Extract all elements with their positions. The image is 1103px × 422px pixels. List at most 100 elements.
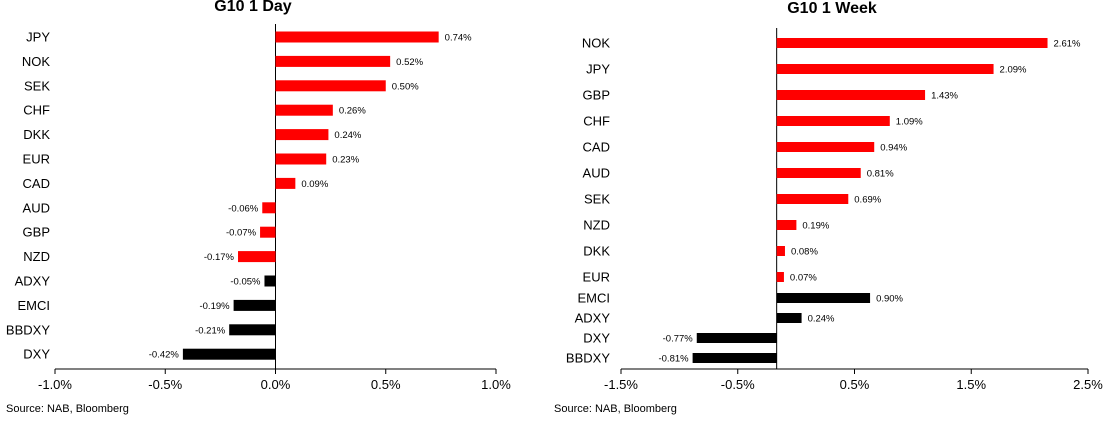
chart-plot-area: -1.5% -0.5% 0.5% 1.5% 2.5% NOK 2.61% JPY 2.09% GB…	[566, 28, 1103, 392]
category-label: DKK	[583, 244, 610, 259]
bar	[692, 353, 777, 363]
bar	[776, 194, 849, 204]
data-label: 1.43%	[931, 91, 958, 102]
data-label: 0.24%	[334, 130, 361, 141]
bar	[275, 55, 391, 67]
bar	[776, 293, 871, 303]
category-label: SEK	[24, 78, 50, 93]
category-label: NZD	[583, 218, 610, 233]
category-label: EMCI	[18, 298, 51, 313]
chart-title: G10 1 Day	[214, 0, 292, 15]
category-label: AUD	[583, 166, 610, 181]
x-tick-label: -0.5%	[148, 377, 182, 392]
data-label: 0.81%	[867, 169, 894, 180]
bar	[275, 31, 439, 43]
x-tick-label: 1.5%	[956, 377, 986, 392]
category-label: EUR	[583, 270, 610, 285]
x-tick-label: 1.0%	[481, 377, 511, 392]
bar	[275, 177, 296, 189]
bar	[238, 251, 276, 263]
category-label: CAD	[583, 140, 610, 155]
data-label: 0.74%	[445, 33, 472, 44]
x-tick-label: 2.5%	[1073, 377, 1103, 392]
category-label: GBP	[23, 225, 50, 240]
data-label: 0.94%	[880, 143, 907, 154]
x-tick-label: -0.5%	[721, 377, 755, 392]
chart-g10-1-day: G10 1 Day -1.0% -0.5% 0.0% 0.5% 1.0% JPY 0.74%…	[0, 0, 551, 422]
category-label: NOK	[582, 36, 611, 51]
x-tick-label: 0.5%	[840, 377, 870, 392]
data-label: -0.77%	[663, 334, 694, 345]
category-label: BBDXY	[566, 351, 610, 366]
data-label: -0.42%	[149, 350, 180, 361]
category-label: ADXY	[15, 274, 51, 289]
data-label: -0.06%	[228, 203, 259, 214]
bar	[776, 38, 1048, 48]
bar	[776, 272, 784, 282]
bar	[776, 313, 802, 323]
category-label: DKK	[23, 127, 50, 142]
category-label: NOK	[22, 54, 51, 69]
category-label: ADXY	[575, 311, 611, 326]
data-label: -0.19%	[199, 301, 230, 312]
data-label: 0.24%	[808, 314, 835, 325]
chart-plot-area: -1.0% -0.5% 0.0% 0.5% 1.0% JPY 0.74% NOK 0.52% SE…	[6, 24, 511, 392]
bar	[776, 220, 797, 230]
chart-g10-1-week: G10 1 Week -1.5% -0.5% 0.5% 1.5% 2.5% NOK 2.61…	[551, 0, 1103, 422]
x-tick-label: -1.0%	[38, 377, 72, 392]
data-label: 1.09%	[896, 117, 923, 128]
data-label: 0.50%	[392, 81, 419, 92]
data-label: 0.23%	[332, 155, 359, 166]
bar	[229, 324, 276, 336]
data-label: -0.81%	[658, 354, 689, 365]
category-label: SEK	[584, 192, 610, 207]
category-label: BBDXY	[6, 322, 50, 337]
bar	[182, 348, 276, 360]
bar	[262, 202, 276, 214]
bar	[776, 246, 785, 256]
chart-title: G10 1 Week	[787, 0, 877, 17]
bar	[233, 299, 276, 311]
data-label: 0.09%	[301, 179, 328, 190]
category-label: JPY	[26, 30, 50, 45]
bar	[275, 104, 333, 116]
category-label: NZD	[23, 249, 50, 264]
source-note: Source: NAB, Bloomberg	[554, 403, 677, 415]
data-label: -0.17%	[204, 252, 235, 263]
category-label: EMCI	[578, 291, 611, 306]
bar	[776, 90, 926, 100]
bar	[776, 64, 994, 74]
data-label: 0.52%	[396, 57, 423, 68]
bar	[275, 80, 386, 92]
x-tick-label: 0.5%	[371, 377, 401, 392]
category-label: CHF	[23, 103, 50, 118]
category-label: CAD	[23, 176, 50, 191]
data-label: 0.90%	[876, 294, 903, 305]
data-label: 0.26%	[339, 106, 366, 117]
x-tick-label: -1.5%	[604, 377, 638, 392]
data-label: -0.07%	[226, 228, 257, 239]
category-label: CHF	[583, 114, 610, 129]
data-label: 2.61%	[1054, 39, 1081, 50]
x-tick-label: 0.0%	[261, 377, 291, 392]
data-label: 2.09%	[1000, 65, 1027, 76]
source-note: Source: NAB, Bloomberg	[6, 403, 129, 415]
bar	[776, 116, 890, 126]
category-label: AUD	[23, 200, 50, 215]
bar	[264, 275, 276, 287]
category-label: EUR	[23, 152, 50, 167]
bar	[776, 142, 875, 152]
category-label: JPY	[586, 62, 610, 77]
data-label: 0.07%	[790, 273, 817, 284]
data-label: -0.05%	[230, 277, 261, 288]
bar	[696, 333, 777, 343]
category-label: GBP	[583, 88, 610, 103]
data-label: -0.21%	[195, 325, 226, 336]
data-label: 0.08%	[791, 247, 818, 258]
category-label: DXY	[23, 347, 50, 362]
data-label: 0.69%	[854, 195, 881, 206]
bar	[275, 129, 329, 141]
data-label: 0.19%	[802, 221, 829, 232]
category-label: DXY	[583, 331, 610, 346]
bar	[260, 226, 276, 238]
